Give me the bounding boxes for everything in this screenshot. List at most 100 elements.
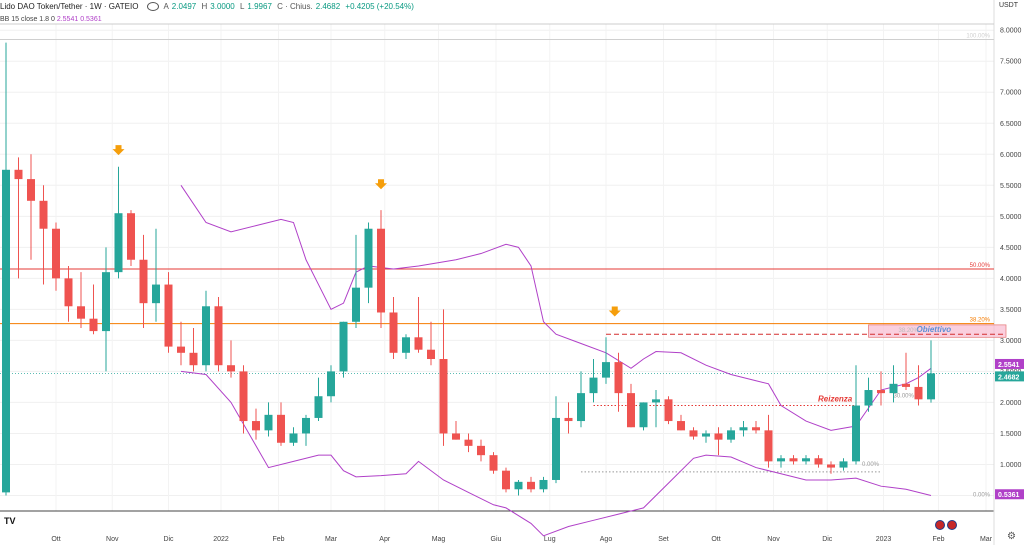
y-tick-label: 8.0000 [1000,28,1022,35]
candle-body [489,455,498,471]
flag-icon [947,520,957,530]
candle-body [189,352,198,366]
down-arrow-icon [375,179,387,190]
candle-body [764,430,773,462]
chart-header: Lido DAO Token/Tether · 1W · GATEIO A 2.0… [0,0,994,14]
candle-body [827,464,835,468]
candle-body [427,349,435,360]
candle-body [39,200,48,229]
candle-body [514,481,523,490]
candle-body [202,306,210,366]
candle-body [439,359,448,434]
candle-body [177,346,185,353]
x-tick-label: Set [658,536,669,543]
flag-icon [935,520,945,530]
candle-body [164,284,173,347]
candle-body [277,414,285,443]
y-tick-label: 2.0000 [1000,400,1022,407]
last-price-tag-bg [995,371,1024,382]
candle-body [89,318,98,332]
indicator-label: BB 15 close 1.8 0 [0,16,55,23]
x-tick-label: Nov [767,536,780,543]
y-tick-label: 1.0000 [1000,462,1022,469]
target-label: Obiettivo [917,325,952,334]
x-tick-label: Feb [272,536,284,543]
sub-level-label: 30.00% [894,393,915,399]
candle-body [327,371,335,397]
tradingview-logo-icon: TV [4,516,16,526]
x-tick-label: Feb [932,536,944,543]
candle-body [789,458,798,462]
candle-body [639,402,648,428]
y-tick-label: 4.5000 [1000,245,1022,252]
candle-body [839,461,848,468]
zero-label: 0.00% [862,462,880,468]
x-tick-label: 2023 [876,536,892,543]
x-tick-label: Dic [163,536,174,543]
bb-lower-tag: 0.5361 [998,492,1020,499]
candle-body [877,390,885,394]
candle-body [64,278,73,307]
resistance-label: Reizenza [818,395,853,404]
x-tick-label: Giu [491,536,502,543]
candle-body [314,396,323,418]
x-tick-label: Mag [432,536,446,543]
down-arrow-icon [112,145,125,156]
candle-body [502,470,510,490]
candle-body [389,312,398,353]
candle-body [677,421,685,431]
x-tick-label: Lug [544,536,556,543]
candle-body [414,337,423,350]
candle-body [152,284,160,304]
candle-body [527,481,535,490]
y-tick-label: 3.5000 [1000,307,1022,314]
fib-label: 0.00% [973,493,991,499]
x-tick-label: Nov [106,536,119,543]
close-value: 2.4682 [315,2,341,11]
candle-body [302,417,310,434]
fib-label: 50.00% [970,263,991,269]
candle-body [577,393,585,422]
high-value: 3.0000 [210,2,235,11]
candle-body [252,421,260,431]
candle-body [714,433,723,440]
fib-label: 100.00% [966,34,990,40]
candle-body [264,414,273,431]
x-tick-label: Ago [600,536,613,543]
x-tick-label: Mar [325,536,338,543]
candle-body [664,399,673,422]
close-label: C · Chius. [277,2,313,11]
candle-body [889,383,898,394]
candle-body [539,479,548,490]
candle-body [902,383,910,387]
candle-body [27,179,35,201]
candle-body [339,321,348,372]
candle-body [102,272,110,332]
currency-label[interactable]: USDT [998,2,1018,9]
candle-body [752,427,760,431]
candle-body [2,169,10,493]
x-tick-label: Dic [822,536,833,543]
low-label: L [239,2,245,11]
candle-body [614,362,623,394]
candle-body [727,430,735,440]
eye-icon[interactable] [146,2,159,12]
candle-body [864,390,873,406]
candle-body [214,306,223,366]
candle-body [914,386,923,400]
last-price-tag: 2.4682 [998,374,1020,381]
gear-icon[interactable]: ⚙ [1007,531,1016,542]
x-tick-label: 2022 [213,536,229,543]
symbol-title[interactable]: Lido DAO Token/Tether · 1W · GATEIO [0,2,139,11]
candle-body [702,433,710,437]
indicator-legend[interactable]: BB 15 close 1.8 0 2.5541 0.5361 [0,15,102,25]
y-tick-label: 5.5000 [1000,183,1022,190]
high-label: H [201,2,208,11]
y-tick-label: 5.0000 [1000,214,1022,221]
fib-label: 38.20% [970,318,991,324]
candle-body [139,259,148,304]
candle-body [352,287,360,322]
y-tick-label: 7.0000 [1000,90,1022,97]
y-tick-label: 7.5000 [1000,59,1022,66]
